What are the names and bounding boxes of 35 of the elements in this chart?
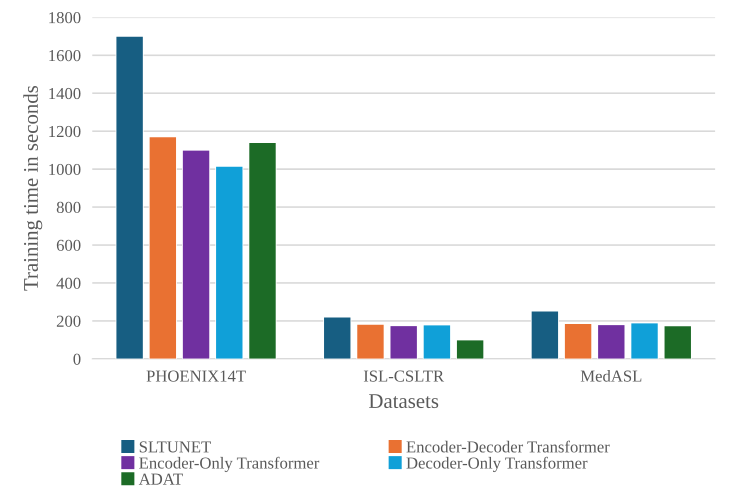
bar [148,136,177,359]
x-tick-label: MedASL [580,370,642,382]
legend-label: Encoder-Only Transformer [139,456,320,472]
bar [664,325,692,359]
y-tick-label: 1000 [49,164,81,176]
bar [182,150,210,359]
y-tick-label: 1600 [49,50,81,62]
bar [597,324,626,359]
bar [215,166,244,359]
bar [323,316,352,359]
y-axis-title: Training time in seconds [23,86,42,291]
bar [530,310,559,359]
y-tick-label: 400 [56,278,81,289]
y-tick-label: 1200 [49,126,81,138]
y-tick-label: 0 [73,354,81,365]
bar [456,339,484,359]
bar [390,325,418,359]
legend-label: Encoder-Decoder Transformer [406,440,610,453]
y-tick-label: 800 [56,202,81,214]
x-tick-label: ISL-CSLTR [364,370,444,382]
bar [630,322,659,359]
bar [564,323,592,359]
bar [248,142,277,359]
legend-label: Decoder-Only Transformer [406,456,588,472]
x-axis-title: Datasets [368,394,438,408]
bar [356,324,385,359]
y-tick-label: 1400 [49,88,81,100]
bar [116,36,144,359]
y-tick-label: 200 [56,316,81,327]
y-tick-label: 600 [56,240,81,251]
x-tick-label: PHOENIX14T [146,370,246,382]
y-tick-label: 1800 [49,12,81,24]
legend-label: SLTUNET [140,441,211,453]
legend-label: ADAT [138,474,183,485]
bar [422,324,451,359]
